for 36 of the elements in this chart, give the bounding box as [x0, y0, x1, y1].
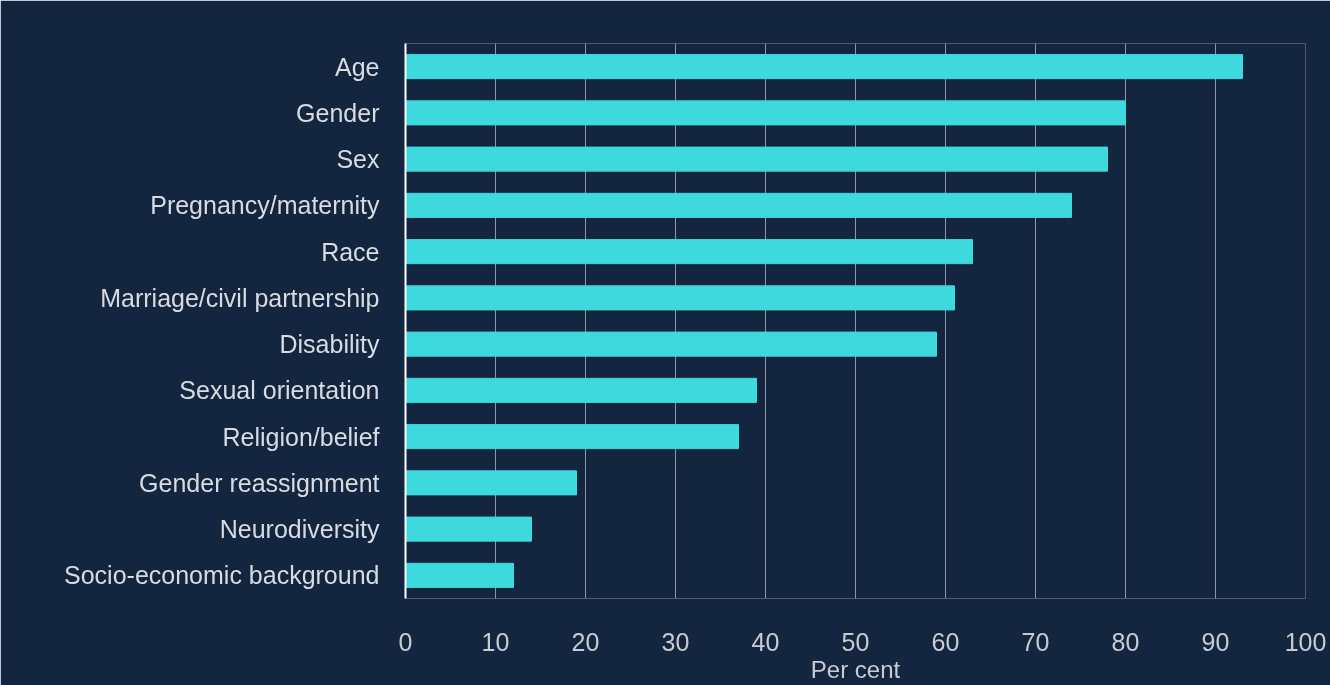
bar	[405, 285, 955, 311]
bar	[405, 424, 739, 450]
y-tick-label: Religion/belief	[222, 422, 380, 451]
bar	[405, 100, 1126, 126]
y-tick-label: Gender	[296, 98, 380, 127]
x-tick-label: 50	[841, 627, 870, 656]
x-tick-label: 80	[1111, 627, 1140, 656]
y-tick-label: Marriage/civil partnership	[100, 283, 380, 312]
y-tick-label: Disability	[279, 330, 380, 359]
x-tick-label: 0	[398, 627, 413, 656]
x-axis-title: Per cent	[810, 655, 901, 683]
y-tick-label: Age	[335, 52, 380, 81]
x-tick-label: 90	[1201, 627, 1230, 656]
y-tick-label: Neurodiversity	[219, 515, 380, 544]
x-tick-label: 60	[931, 627, 960, 656]
bar	[405, 470, 577, 496]
bar	[405, 377, 757, 403]
y-tick-label: Sex	[336, 145, 380, 174]
y-tick-label: Pregnancy/maternity	[150, 191, 380, 220]
x-tick-label: 10	[481, 627, 510, 656]
x-tick-label: 20	[571, 627, 600, 656]
y-tick-label: Race	[321, 237, 380, 266]
bar	[405, 192, 1072, 218]
y-tick-label: Gender reassignment	[139, 468, 380, 497]
bar	[405, 146, 1108, 172]
x-tick-label: 30	[661, 627, 690, 656]
bar	[405, 239, 973, 265]
y-tick-label: Socio-economic background	[64, 561, 380, 590]
bar	[405, 54, 1243, 80]
x-tick-label: 70	[1021, 627, 1050, 656]
x-tick-label: 100	[1284, 627, 1327, 656]
x-tick-label: 40	[751, 627, 780, 656]
bar	[405, 331, 937, 357]
bar	[405, 516, 532, 542]
bar	[405, 562, 514, 588]
y-tick-label: Sexual orientation	[179, 376, 380, 405]
